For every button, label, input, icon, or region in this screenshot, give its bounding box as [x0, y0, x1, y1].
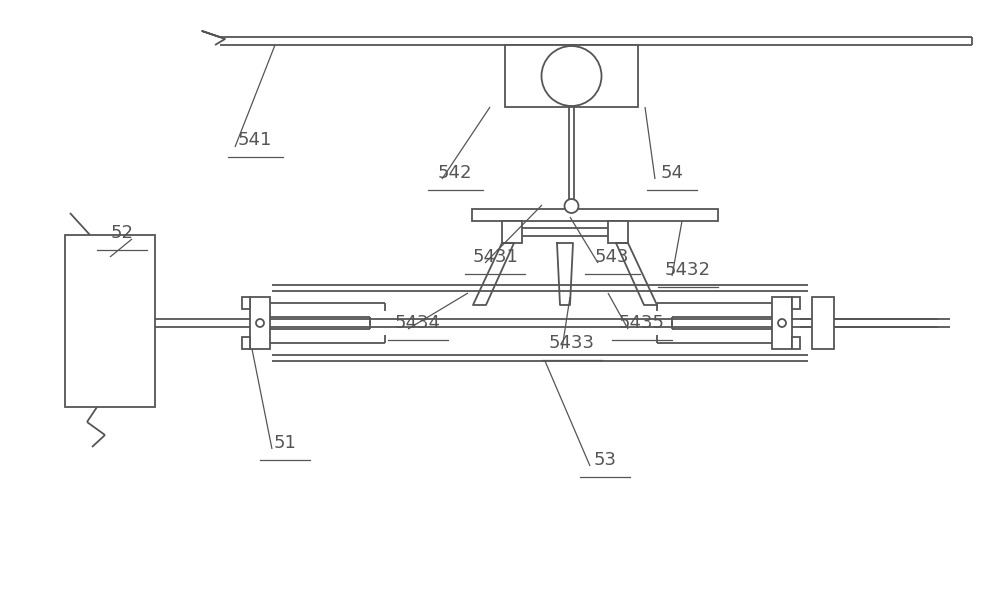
Text: 5434: 5434 — [395, 314, 441, 332]
Bar — [812, 297, 834, 349]
Text: 52: 52 — [111, 224, 134, 242]
Bar — [502, 221, 522, 243]
Circle shape — [778, 319, 786, 327]
Bar — [242, 337, 250, 349]
Bar — [250, 297, 270, 349]
Bar — [792, 337, 800, 349]
Bar — [65, 235, 155, 407]
Text: 54: 54 — [660, 164, 684, 182]
Text: 5435: 5435 — [619, 314, 665, 332]
Polygon shape — [473, 243, 514, 305]
Text: 5433: 5433 — [549, 334, 595, 352]
Text: 542: 542 — [438, 164, 472, 182]
Text: 541: 541 — [238, 131, 272, 149]
Circle shape — [564, 199, 578, 213]
Bar — [608, 221, 628, 243]
Text: 51: 51 — [274, 434, 296, 452]
Text: 543: 543 — [595, 248, 629, 266]
Polygon shape — [557, 243, 573, 305]
Text: 5431: 5431 — [472, 248, 518, 266]
Bar — [472, 209, 718, 221]
Bar — [792, 297, 800, 309]
Bar — [505, 45, 638, 107]
Circle shape — [542, 46, 602, 106]
Text: 5432: 5432 — [665, 261, 711, 279]
Polygon shape — [616, 243, 657, 305]
Bar — [242, 297, 250, 309]
Bar — [772, 297, 792, 349]
Text: 53: 53 — [594, 451, 616, 469]
Circle shape — [256, 319, 264, 327]
